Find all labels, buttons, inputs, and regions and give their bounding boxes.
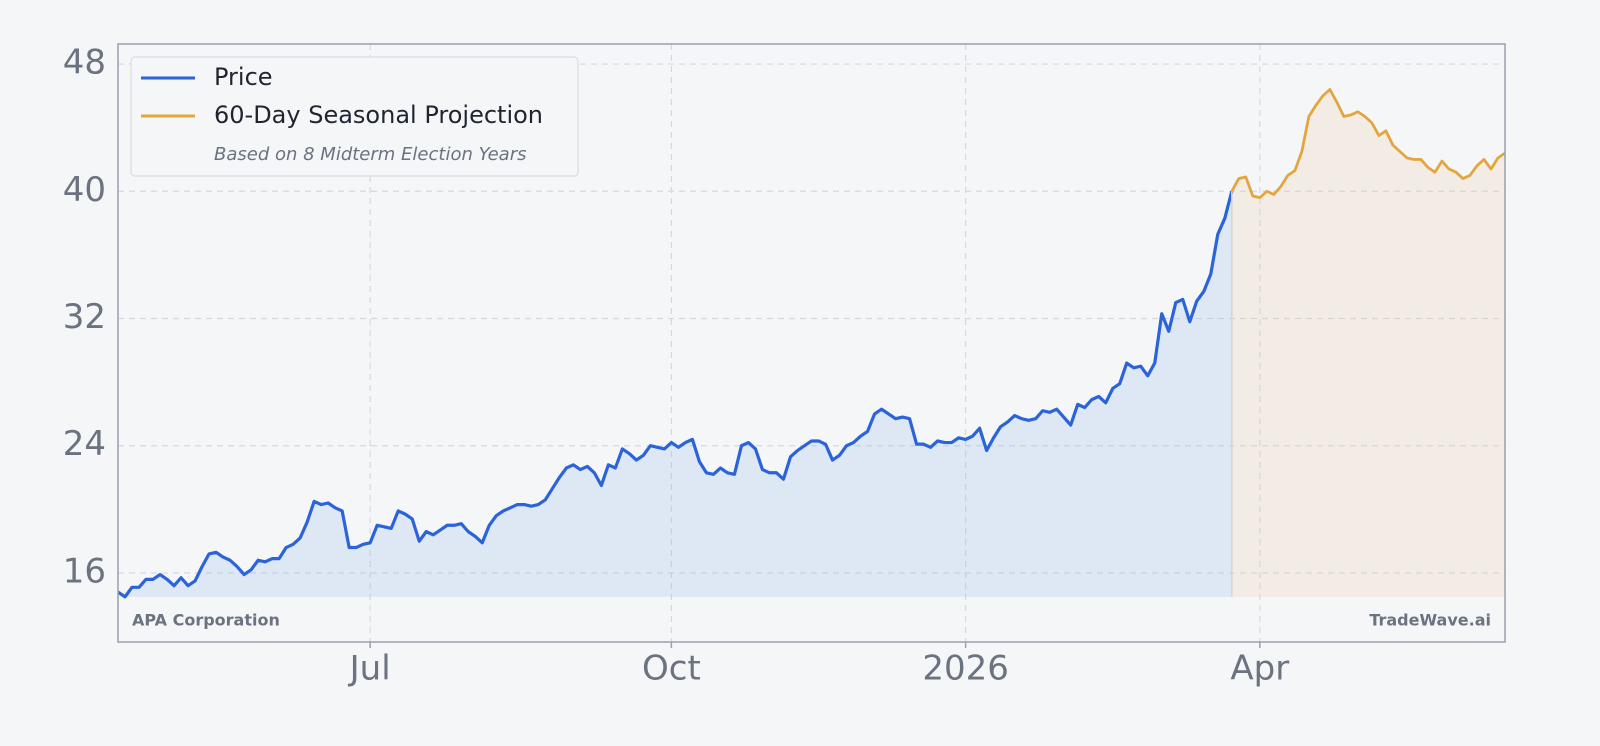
y-tick-label: 16 <box>63 551 106 591</box>
grid <box>118 44 1505 642</box>
legend-label: Price <box>214 63 273 91</box>
y-tick-label: 32 <box>63 297 106 337</box>
legend-note: Based on 8 Midterm Election Years <box>214 144 527 165</box>
plot-area <box>117 88 1506 599</box>
legend: Price 60-Day Seasonal Projection Based on … <box>130 56 579 177</box>
annotation: APA Corporation <box>132 611 280 630</box>
legend-box <box>130 56 579 177</box>
y-tick-label: 48 <box>63 43 106 83</box>
x-tick-label: Jul <box>348 649 391 689</box>
series-line <box>117 190 1234 599</box>
y-tick-label: 24 <box>63 424 106 464</box>
series-line <box>1230 88 1506 200</box>
axes: 16 24 32 40 48 Jul Oct 2026 Apr APA Corporation Tr… <box>63 43 1491 689</box>
area <box>1231 89 1505 597</box>
x-tick-label: Apr <box>1230 649 1289 689</box>
annotation: TradeWave.ai <box>1369 611 1491 630</box>
area <box>118 191 1232 597</box>
x-tick-label: 2026 <box>922 649 1009 689</box>
legend-label: 60-Day Seasonal Projection <box>214 101 543 129</box>
x-tick-label: Oct <box>642 649 701 689</box>
plot-frame <box>117 43 1506 643</box>
y-tick-label: 40 <box>63 170 106 210</box>
